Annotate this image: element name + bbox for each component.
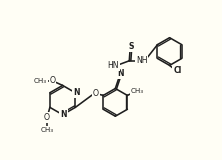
Text: CH₃: CH₃	[40, 128, 53, 133]
Text: NH: NH	[136, 56, 147, 65]
Text: O: O	[44, 113, 50, 122]
Text: CH₃: CH₃	[131, 88, 144, 94]
Text: O: O	[93, 89, 99, 98]
Text: N: N	[60, 110, 67, 119]
Text: Cl: Cl	[173, 66, 182, 75]
Text: N: N	[117, 69, 124, 78]
Text: HN: HN	[107, 61, 119, 70]
Text: O: O	[50, 76, 56, 85]
Text: N: N	[73, 88, 79, 97]
Text: S: S	[128, 42, 134, 51]
Text: CH₃: CH₃	[34, 78, 47, 84]
